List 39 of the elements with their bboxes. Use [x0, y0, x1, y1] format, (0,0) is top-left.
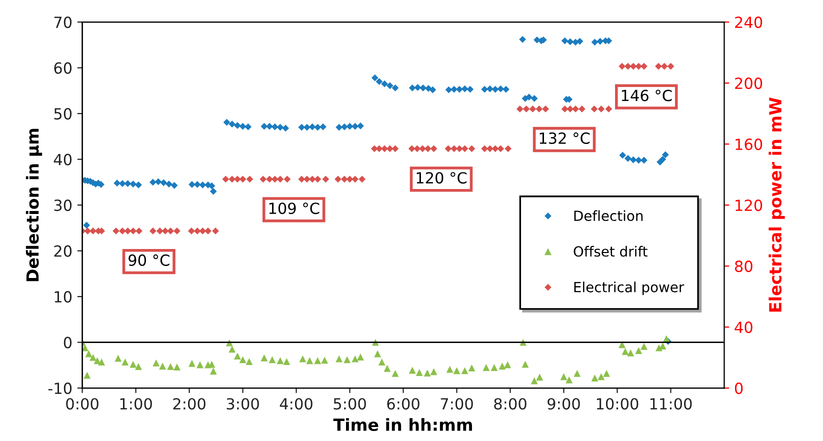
x-tick-label: 1:00 — [120, 398, 152, 410]
x-tick-label: 5:00 — [334, 398, 366, 410]
y-axis-title: Deflection in µm — [26, 128, 42, 282]
x-tick-label: 10:00 — [596, 398, 638, 410]
y2-tick-label: 120 — [736, 200, 762, 212]
y-tick-label: 10 — [54, 291, 72, 303]
y2-tick-label: 40 — [734, 322, 752, 334]
x-tick-label: 3:00 — [226, 398, 259, 410]
y-tick-label: 30 — [54, 200, 72, 212]
legend-label: Offset drift — [574, 246, 648, 257]
legend-label: Electrical power — [574, 282, 684, 296]
y2-tick-label: 240 — [735, 16, 762, 28]
y-tick-label: 60 — [54, 62, 72, 74]
y2-axis-title: Electrical power in mW — [768, 98, 785, 312]
x-tick-label: 9:00 — [548, 398, 580, 410]
y-tick-label: 70 — [54, 16, 72, 28]
x-tick-label: 7:00 — [440, 398, 473, 410]
y-tick-label: 50 — [54, 108, 72, 120]
annotation: 109 °C — [269, 202, 320, 214]
y-tick-label: 0 — [64, 336, 72, 348]
x-tick-label: 11:00 — [650, 398, 692, 410]
y-tick-label: 20 — [54, 245, 72, 257]
y2-tick-label: 0 — [734, 382, 743, 394]
y-tick-label: -10 — [48, 382, 72, 394]
x-tick-label: 8:00 — [494, 398, 526, 410]
y-tick-label: 40 — [54, 154, 72, 166]
annotation: 90 °C — [128, 254, 170, 266]
annotation: 132 °C — [540, 132, 590, 144]
x-tick-label: 6:00 — [387, 398, 420, 410]
y2-tick-label: 160 — [736, 138, 762, 150]
y2-tick-label: 200 — [735, 78, 762, 90]
x-tick-label: 0:00 — [66, 398, 98, 410]
legend-label: Deflection — [574, 210, 643, 222]
x-axis-title: Time in hh:mm — [333, 418, 472, 432]
annotation: 146 °C — [622, 90, 672, 102]
y2-tick-label: 80 — [735, 260, 752, 272]
x-tick-label: 2:00 — [173, 398, 206, 410]
annotation: 120 °C — [416, 172, 467, 184]
x-tick-label: 4:00 — [280, 398, 312, 410]
